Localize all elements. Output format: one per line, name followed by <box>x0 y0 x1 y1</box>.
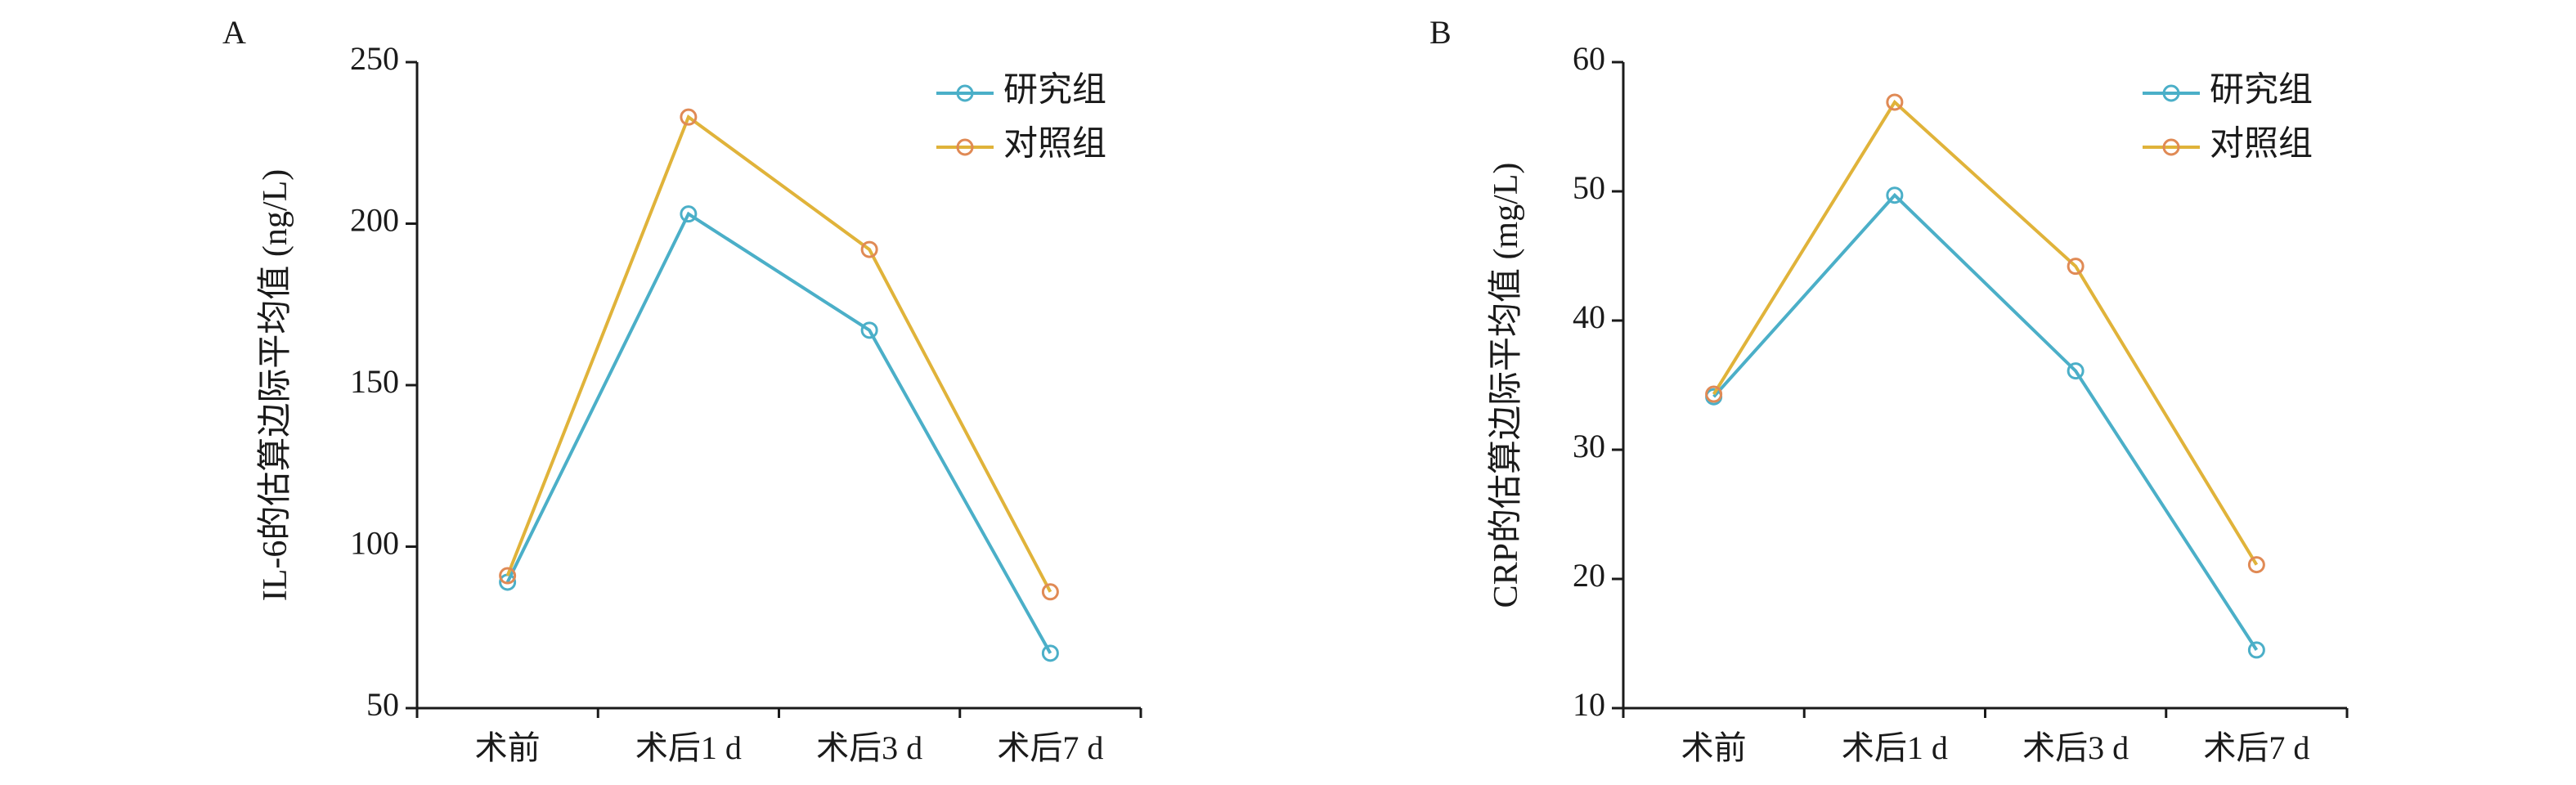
data-point <box>1886 186 1904 204</box>
series-control <box>1705 93 2265 574</box>
x-tick-label: 术后7 d <box>997 729 1103 766</box>
panel-label: A <box>222 14 246 51</box>
legend-item: 对照组 <box>2143 126 2313 164</box>
legend-label: 研究组 <box>1003 71 1106 110</box>
legend-item: 研究组 <box>936 71 1106 110</box>
x-tick-label: 术前 <box>475 729 541 766</box>
y-tick-label: 50 <box>366 686 399 723</box>
y-tick-label: 10 <box>1573 686 1605 723</box>
series-line <box>1712 192 2259 651</box>
series-study <box>499 205 1059 662</box>
series-line <box>505 114 1052 593</box>
y-tick-label: 20 <box>1573 557 1605 594</box>
series-line <box>1712 99 2259 566</box>
y-tick-label: 60 <box>1573 40 1605 77</box>
data-point <box>680 205 698 223</box>
x-tick-label: 术前 <box>1681 729 1747 766</box>
data-point <box>2247 556 2265 574</box>
chart-panel-a: A 50 100 150 200 250 术前 术后1 d 术后3 d 术后7 d IL-6的估算边… <box>222 14 1142 766</box>
data-point <box>2247 641 2265 659</box>
x-tick-label: 术后7 d <box>2203 729 2309 766</box>
data-point <box>1041 583 1059 601</box>
y-tick-label: 250 <box>350 40 399 77</box>
data-point <box>1041 644 1059 662</box>
legend-marker <box>2162 138 2180 156</box>
y-tick-label: 200 <box>350 202 399 239</box>
y-tick-label: 50 <box>1573 169 1605 206</box>
x-tick-label: 术后3 d <box>816 729 922 766</box>
data-point <box>1886 93 1904 111</box>
legend-marker <box>2162 84 2180 102</box>
x-tick-label: 术后3 d <box>2022 729 2129 766</box>
chart-panel-b: B 10 20 30 40 50 60 术前 术后1 d 术后3 d 术后7 d CRP的估算边际平均… <box>1429 14 2349 766</box>
x-tick-label: 术后1 d <box>635 729 742 766</box>
legend-label: 对照组 <box>1003 126 1106 164</box>
legend-marker <box>956 138 974 156</box>
data-point <box>680 108 698 126</box>
data-point <box>860 321 878 339</box>
legend-label: 研究组 <box>2210 71 2313 110</box>
x-tick-label: 术后1 d <box>1842 729 1948 766</box>
panel-label: B <box>1429 14 1452 51</box>
y-axis-title: IL-6的估算边际平均值 (ng/L) <box>257 169 294 601</box>
legend-item: 研究组 <box>2143 71 2313 110</box>
y-tick-label: 30 <box>1573 428 1605 464</box>
series-control <box>499 108 1059 601</box>
data-point <box>860 240 878 258</box>
data-point <box>2067 258 2085 276</box>
series-study <box>1705 186 2265 659</box>
legend-label: 对照组 <box>2210 126 2313 164</box>
y-axis-title: CRP的估算边际平均值 (mg/L) <box>1488 163 1525 608</box>
y-tick-label: 150 <box>350 363 399 400</box>
data-point <box>1705 385 1723 403</box>
y-tick-label: 100 <box>350 525 399 562</box>
data-point <box>499 567 517 585</box>
legend-item: 对照组 <box>936 126 1106 164</box>
legend-marker <box>956 84 974 102</box>
y-tick-label: 40 <box>1573 298 1605 335</box>
series-line <box>505 211 1052 654</box>
data-point <box>2067 362 2085 380</box>
